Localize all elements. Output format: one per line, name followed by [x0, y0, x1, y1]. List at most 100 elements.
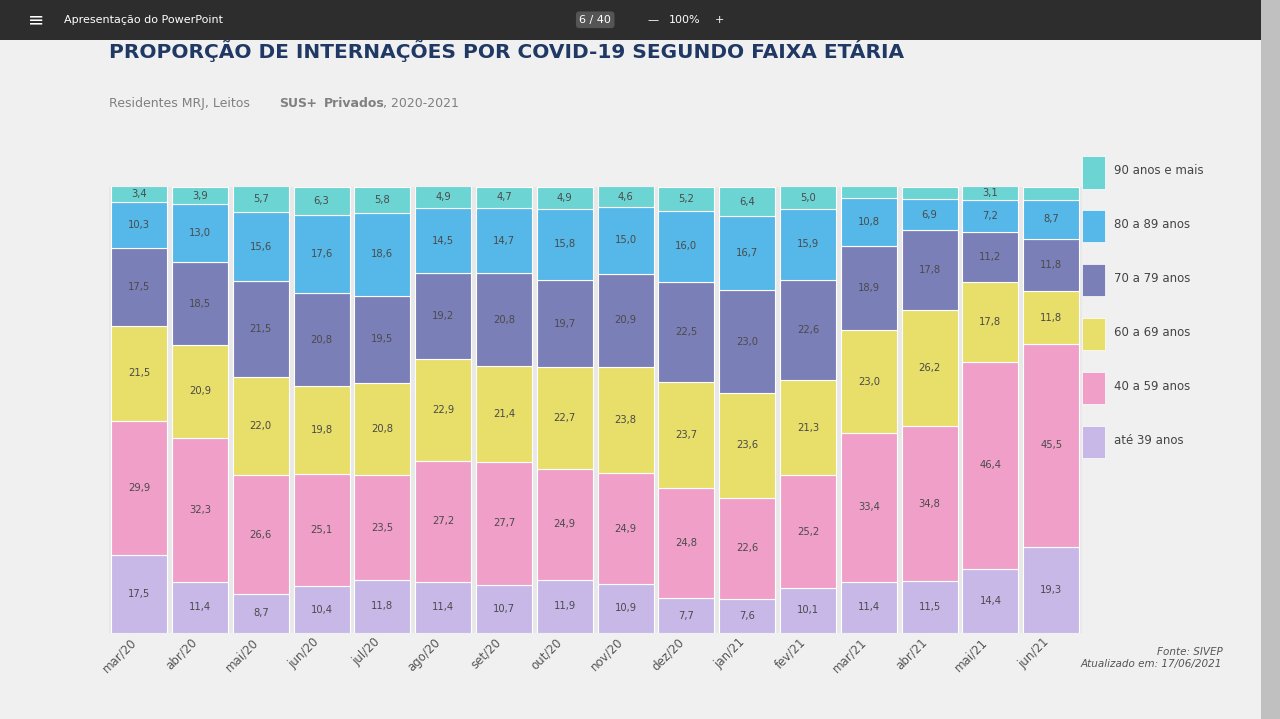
Text: 19,2: 19,2: [433, 311, 454, 321]
Text: 22,6: 22,6: [797, 325, 819, 335]
Bar: [476, 366, 532, 462]
Text: 22,7: 22,7: [554, 413, 576, 423]
Text: 27,2: 27,2: [433, 516, 454, 526]
Text: 7,6: 7,6: [740, 610, 755, 620]
Text: Privados: Privados: [324, 97, 385, 110]
Text: 100%: 100%: [669, 15, 700, 24]
Bar: [233, 281, 289, 377]
Text: 11,8: 11,8: [1041, 313, 1062, 323]
Bar: [1023, 187, 1079, 200]
Bar: [536, 209, 593, 280]
Bar: [111, 421, 168, 555]
Bar: [901, 199, 957, 230]
Text: 19,7: 19,7: [554, 319, 576, 329]
Text: 20,8: 20,8: [371, 424, 393, 434]
Bar: [963, 362, 1019, 569]
Text: 8,7: 8,7: [1043, 214, 1059, 224]
Text: 23,0: 23,0: [736, 336, 758, 347]
Bar: [536, 280, 593, 367]
Bar: [415, 582, 471, 633]
Bar: [963, 201, 1019, 232]
Bar: [476, 585, 532, 633]
Text: 70 a 79 anos: 70 a 79 anos: [1114, 272, 1190, 285]
Text: 5,2: 5,2: [678, 194, 694, 204]
Bar: [233, 594, 289, 633]
Bar: [355, 580, 411, 633]
Bar: [963, 283, 1019, 362]
Bar: [233, 212, 289, 281]
Bar: [841, 331, 897, 433]
Text: 10,8: 10,8: [858, 217, 879, 227]
Text: SUS: SUS: [279, 97, 307, 110]
Bar: [293, 215, 349, 293]
Bar: [293, 587, 349, 633]
Bar: [780, 209, 836, 280]
Bar: [293, 475, 349, 587]
Bar: [1023, 546, 1079, 633]
Text: 60 a 69 anos: 60 a 69 anos: [1114, 326, 1190, 339]
Text: 24,9: 24,9: [554, 519, 576, 529]
Bar: [780, 380, 836, 475]
Bar: [172, 187, 228, 204]
Text: , 2020-2021: , 2020-2021: [384, 97, 460, 110]
Text: 21,3: 21,3: [797, 423, 819, 433]
Bar: [841, 186, 897, 198]
Text: Residentes MRJ, Leitos: Residentes MRJ, Leitos: [109, 97, 253, 110]
Text: 13,0: 13,0: [189, 229, 211, 238]
Text: 21,4: 21,4: [493, 409, 515, 419]
Bar: [841, 582, 897, 633]
Text: 11,2: 11,2: [979, 252, 1001, 262]
Bar: [536, 367, 593, 469]
Text: 10,7: 10,7: [493, 604, 515, 614]
Text: 24,9: 24,9: [614, 523, 636, 533]
Text: 21,5: 21,5: [250, 324, 271, 334]
Bar: [476, 462, 532, 585]
FancyBboxPatch shape: [1082, 156, 1105, 188]
Text: 17,6: 17,6: [311, 249, 333, 260]
Bar: [719, 498, 776, 599]
Text: 11,8: 11,8: [371, 601, 393, 611]
Bar: [901, 426, 957, 582]
Text: 23,6: 23,6: [736, 441, 758, 451]
Text: 23,0: 23,0: [858, 377, 879, 387]
Bar: [172, 262, 228, 344]
Text: até 39 anos: até 39 anos: [1114, 434, 1184, 447]
Text: 19,5: 19,5: [371, 334, 393, 344]
Bar: [963, 232, 1019, 283]
Text: 11,5: 11,5: [919, 602, 941, 612]
Bar: [598, 186, 654, 207]
Bar: [901, 309, 957, 426]
Text: 6,3: 6,3: [314, 196, 329, 206]
Text: 5,0: 5,0: [800, 193, 815, 203]
Text: 18,5: 18,5: [189, 298, 211, 308]
Bar: [233, 475, 289, 594]
Bar: [111, 186, 168, 201]
Text: 11,4: 11,4: [858, 603, 879, 613]
Text: 90 anos e mais: 90 anos e mais: [1114, 164, 1203, 178]
Bar: [415, 359, 471, 461]
Bar: [658, 188, 714, 211]
Text: 17,5: 17,5: [128, 589, 150, 599]
Bar: [415, 273, 471, 359]
Text: 25,1: 25,1: [311, 526, 333, 536]
Bar: [719, 216, 776, 290]
Text: 4,7: 4,7: [497, 193, 512, 203]
Bar: [901, 187, 957, 199]
Bar: [293, 293, 349, 386]
Text: +: +: [302, 97, 321, 110]
Bar: [658, 282, 714, 383]
Bar: [415, 461, 471, 582]
Text: 24,8: 24,8: [676, 538, 698, 548]
Bar: [111, 247, 168, 326]
Bar: [233, 377, 289, 475]
Bar: [476, 187, 532, 208]
Bar: [598, 207, 654, 274]
Text: 22,5: 22,5: [676, 327, 698, 337]
Text: 6,9: 6,9: [922, 210, 937, 220]
Text: 34,8: 34,8: [919, 499, 941, 509]
Text: 15,0: 15,0: [614, 235, 636, 245]
Text: 17,8: 17,8: [919, 265, 941, 275]
Bar: [293, 386, 349, 475]
Bar: [901, 582, 957, 633]
FancyBboxPatch shape: [1082, 426, 1105, 458]
